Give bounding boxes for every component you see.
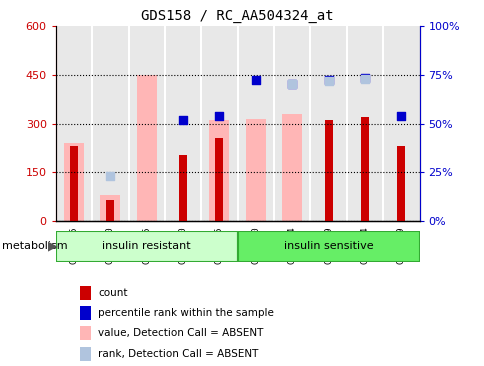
Bar — [136, 75, 156, 221]
Bar — [70, 146, 78, 221]
Bar — [310, 26, 346, 221]
Bar — [56, 26, 92, 221]
Text: count: count — [98, 288, 127, 298]
Bar — [165, 26, 201, 221]
Bar — [237, 26, 273, 221]
Point — [360, 76, 368, 82]
Bar — [106, 200, 114, 221]
Bar — [179, 154, 187, 221]
Point — [287, 82, 295, 87]
Point — [287, 82, 295, 87]
Bar — [282, 114, 302, 221]
Point — [324, 78, 332, 84]
Bar — [215, 138, 223, 221]
Text: rank, Detection Call = ABSENT: rank, Detection Call = ABSENT — [98, 348, 258, 359]
Text: metabolism: metabolism — [2, 241, 68, 251]
Bar — [209, 120, 229, 221]
Point — [360, 75, 368, 81]
Bar — [382, 26, 419, 221]
Point — [324, 78, 332, 83]
Bar — [64, 143, 84, 221]
Point — [179, 117, 186, 123]
Text: ▶: ▶ — [47, 240, 57, 253]
Bar — [100, 195, 120, 221]
Bar — [273, 26, 310, 221]
Bar — [360, 117, 368, 221]
Bar — [237, 231, 419, 262]
Title: GDS158 / RC_AA504324_at: GDS158 / RC_AA504324_at — [141, 9, 333, 23]
Point — [396, 113, 404, 119]
Bar — [396, 146, 405, 221]
Bar — [245, 119, 265, 221]
Text: insulin resistant: insulin resistant — [102, 241, 191, 251]
Point — [106, 173, 114, 179]
Bar — [92, 26, 128, 221]
Bar — [128, 26, 165, 221]
Bar — [346, 26, 382, 221]
Bar — [56, 231, 237, 262]
Bar — [324, 120, 332, 221]
Point — [252, 78, 259, 83]
Text: insulin sensitive: insulin sensitive — [283, 241, 373, 251]
Text: value, Detection Call = ABSENT: value, Detection Call = ABSENT — [98, 328, 263, 339]
Bar — [201, 26, 237, 221]
Point — [215, 113, 223, 119]
Text: percentile rank within the sample: percentile rank within the sample — [98, 308, 273, 318]
